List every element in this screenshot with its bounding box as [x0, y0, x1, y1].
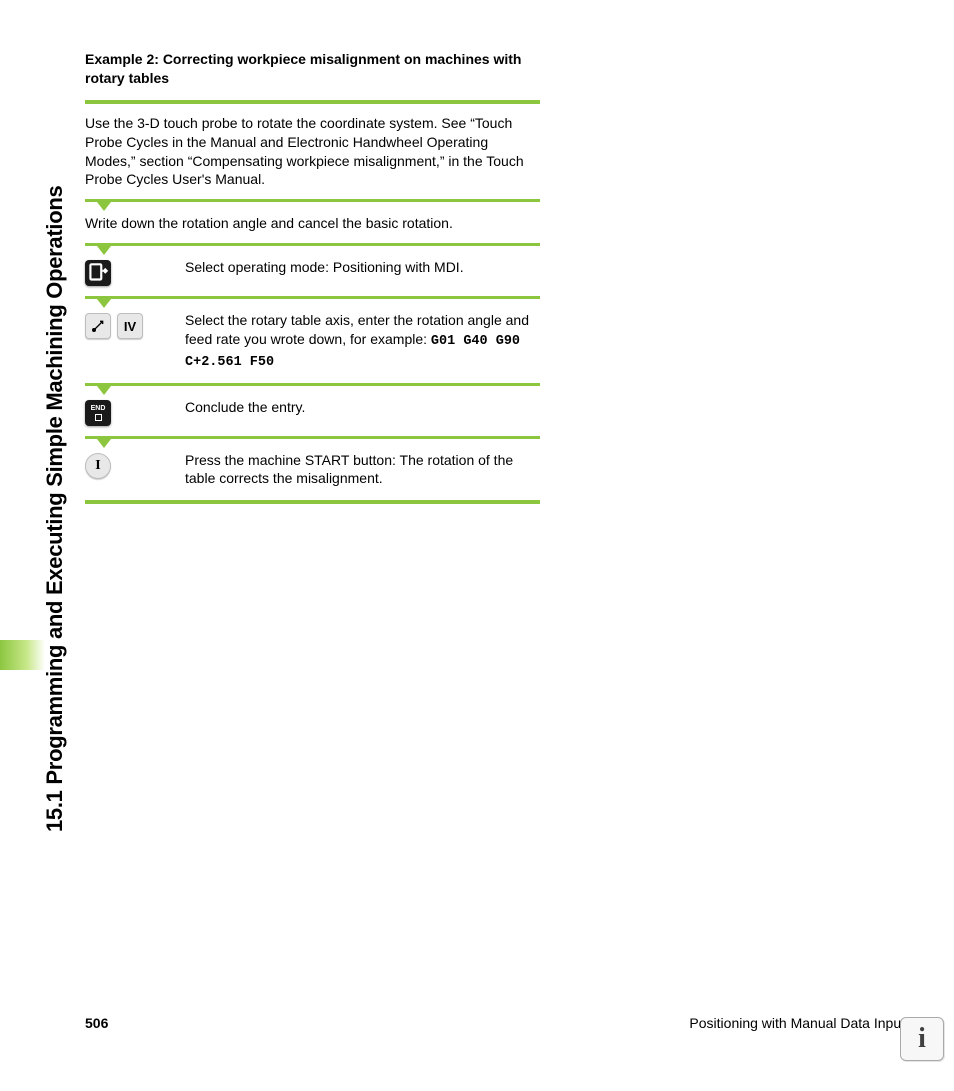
rule-sep-2 [85, 243, 540, 246]
line-key-icon [85, 313, 111, 339]
note-paragraph: Write down the rotation angle and cancel… [85, 214, 540, 233]
step-2-text: Select the rotary table axis, enter the … [185, 311, 540, 372]
section-side-title: 15.1 Programming and Executing Simple Ma… [42, 186, 68, 832]
step-1: Select operating mode: Positioning with … [85, 258, 540, 286]
side-accent-tab [0, 640, 45, 670]
rule-sep-1 [85, 199, 540, 202]
step-1-text: Select operating mode: Positioning with … [185, 258, 540, 277]
mdi-mode-icon [85, 260, 111, 286]
end-key-label: END [91, 405, 106, 412]
step-4-text: Press the machine START button: The rota… [185, 451, 540, 489]
step-2: IV Select the rotary table axis, enter t… [85, 311, 540, 372]
footer-chapter-title: Positioning with Manual Data Input [689, 1015, 905, 1031]
rule-sep-5 [85, 436, 540, 439]
intro-paragraph: Use the 3-D touch probe to rotate the co… [85, 114, 540, 190]
start-button-icon: I [85, 453, 111, 479]
step-4: I Press the machine START button: The ro… [85, 451, 540, 489]
axis-iv-key-icon: IV [117, 313, 143, 339]
rule-sep-3 [85, 296, 540, 299]
main-content: Example 2: Correcting workpiece misalign… [85, 50, 540, 514]
info-icon: i [900, 1017, 944, 1061]
page-footer: 506 Positioning with Manual Data Input [85, 1015, 905, 1031]
step-3-text: Conclude the entry. [185, 398, 540, 417]
rule-sep-4 [85, 383, 540, 386]
page-number: 506 [85, 1015, 108, 1031]
example-title: Example 2: Correcting workpiece misalign… [85, 50, 540, 88]
info-glyph: i [918, 1023, 926, 1055]
rule-bottom [85, 500, 540, 504]
rule-top [85, 100, 540, 104]
step-3: END Conclude the entry. [85, 398, 540, 426]
end-key-icon: END [85, 400, 111, 426]
